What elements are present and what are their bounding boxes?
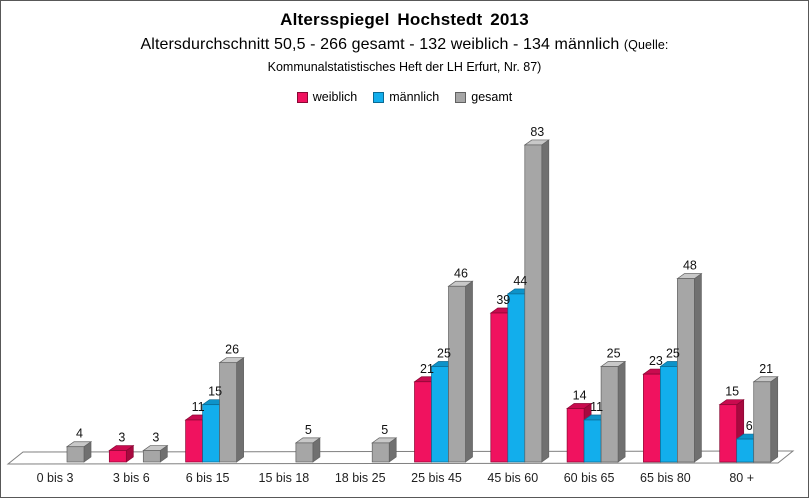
value-label-männlich-25-bis-45: 25 <box>437 347 451 361</box>
bar-weiblich-65-bis-80 <box>643 373 661 463</box>
legend-label-maennlich: männlich <box>389 90 440 104</box>
bar-gesamt-0-bis-3 <box>66 446 85 463</box>
bar-gesamt-6-bis-15 <box>219 362 237 463</box>
value-label-weiblich-3-bis-6: 3 <box>118 431 125 445</box>
category-label-3-bis-6: 3 bis 6 <box>113 471 150 485</box>
bar-weiblich-6-bis-15 <box>185 419 203 463</box>
bar-männlich-80-plus <box>736 438 755 463</box>
value-label-gesamt-3-bis-6: 3 <box>152 431 159 445</box>
category-label-6-bis-15: 6 bis 15 <box>186 471 230 485</box>
legend-item-maennlich: männlich <box>373 90 439 104</box>
value-label-gesamt-80-plus: 21 <box>759 362 773 376</box>
bar-gesamt-25-bis-45 <box>448 285 466 463</box>
bar-gesamt-25-bis-45-side <box>465 280 473 463</box>
bar-gesamt-80-plus-side <box>770 376 779 463</box>
value-label-männlich-80-plus: 6 <box>746 419 753 433</box>
bar-weiblich-45-bis-60 <box>490 312 509 463</box>
value-label-gesamt-18-bis-25: 5 <box>381 423 388 437</box>
bar-gesamt-18-bis-25 <box>371 442 390 463</box>
bar-weiblich-60-bis-65 <box>566 408 585 463</box>
value-label-gesamt-45-bis-60: 83 <box>530 125 544 139</box>
category-label-45-bis-60: 45 bis 60 <box>487 471 538 485</box>
category-label-0-bis-3: 0 bis 3 <box>37 471 74 485</box>
category-label-18-bis-25: 18 bis 25 <box>335 471 386 485</box>
legend-item-weiblich: weiblich <box>296 90 358 104</box>
legend-swatch-maennlich <box>373 91 385 103</box>
bar-gesamt-60-bis-65 <box>600 366 619 463</box>
bar-gesamt-60-bis-65-side <box>617 360 626 463</box>
bar-gesamt-6-bis-15-side <box>236 356 244 463</box>
chart-subtitle: Altersdurchschnitt 50,5 - 266 gesamt - 1… <box>1 36 808 54</box>
value-label-weiblich-80-plus: 15 <box>725 385 739 399</box>
chart-source-line: Kommunalstatistisches Heft der LH Erfurt… <box>267 60 542 74</box>
bar-männlich-6-bis-15 <box>202 404 220 463</box>
value-label-gesamt-25-bis-45: 46 <box>454 266 468 280</box>
legend-swatch-weiblich <box>296 91 308 103</box>
category-label-60-bis-65: 60 bis 65 <box>564 471 615 485</box>
value-label-männlich-6-bis-15: 15 <box>208 385 222 399</box>
chart-title: Altersspiegel Hochstedt 2013 <box>280 10 529 29</box>
legend-swatch-gesamt <box>455 91 467 103</box>
chart-subtitle-main: Altersdurchschnitt 50,5 - 266 gesamt - 1… <box>140 36 620 53</box>
value-label-gesamt-6-bis-15: 26 <box>225 343 239 357</box>
bar-männlich-60-bis-65 <box>583 419 602 463</box>
value-label-gesamt-60-bis-65: 25 <box>607 347 621 361</box>
category-label-15-bis-18: 15 bis 18 <box>259 471 310 485</box>
bar-gesamt-15-bis-18 <box>295 442 314 463</box>
value-label-weiblich-6-bis-15: 11 <box>192 400 205 414</box>
chart-source-prefix: (Quelle: <box>623 38 669 52</box>
bar-weiblich-3-bis-6 <box>108 450 127 463</box>
legend-item-gesamt: gesamt <box>455 90 512 104</box>
bar-gesamt-45-bis-60-side <box>541 139 550 463</box>
bar-gesamt-3-bis-6 <box>142 450 161 463</box>
bar-gesamt-65-bis-80 <box>677 278 695 463</box>
category-label-65-bis-80: 65 bis 80 <box>640 471 691 485</box>
legend-label-gesamt: gesamt <box>471 90 513 104</box>
value-label-gesamt-15-bis-18: 5 <box>305 423 312 437</box>
bar-männlich-45-bis-60 <box>507 293 526 463</box>
value-label-weiblich-45-bis-60: 39 <box>496 293 510 307</box>
value-label-weiblich-65-bis-80: 23 <box>649 354 663 368</box>
bar-gesamt-80-plus <box>753 381 772 463</box>
value-label-weiblich-60-bis-65: 14 <box>573 389 587 403</box>
bar-männlich-25-bis-45 <box>431 366 449 463</box>
bar-gesamt-65-bis-80-side <box>694 272 702 463</box>
value-label-männlich-60-bis-65: 11 <box>590 400 603 414</box>
legend-label-weiblich: weiblich <box>312 90 358 104</box>
value-label-gesamt-0-bis-3: 4 <box>76 427 83 441</box>
value-label-weiblich-25-bis-45: 21 <box>420 362 434 376</box>
bar-weiblich-25-bis-45 <box>414 381 432 463</box>
value-label-männlich-65-bis-80: 25 <box>666 347 680 361</box>
chart-legend: weiblich männlich gesamt <box>1 90 808 104</box>
bar-gesamt-45-bis-60 <box>524 144 543 463</box>
category-label-80-plus: 80 + <box>729 471 754 485</box>
value-label-gesamt-65-bis-80: 48 <box>683 259 697 273</box>
bar-männlich-65-bis-80 <box>660 366 678 463</box>
value-label-männlich-45-bis-60: 44 <box>513 274 527 288</box>
bar-weiblich-80-plus <box>719 404 738 463</box>
category-label-25-bis-45: 25 bis 45 <box>411 471 462 485</box>
